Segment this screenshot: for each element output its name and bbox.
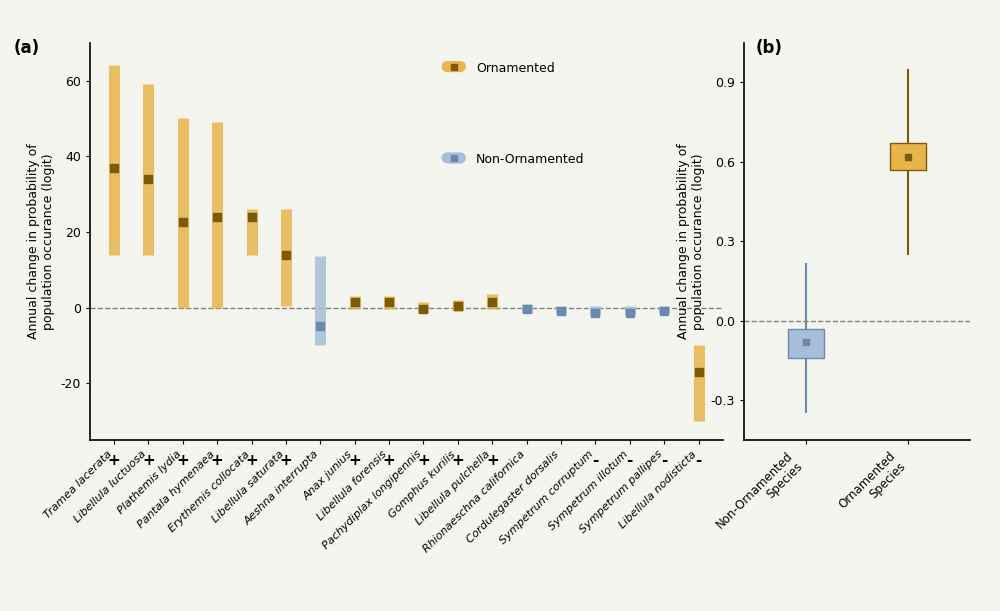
Y-axis label: Annual change in probability of
population occurance (logit): Annual change in probability of populati… [677,144,705,339]
FancyBboxPatch shape [890,144,926,170]
Text: Ornamented: Ornamented [476,62,555,75]
Text: +: + [348,453,361,468]
Y-axis label: Annual change in probability of
population occurance (logit): Annual change in probability of populati… [27,144,55,339]
Text: (b): (b) [755,38,782,57]
Text: -: - [695,453,702,468]
Text: +: + [108,453,120,468]
Text: +: + [211,453,224,468]
Text: +: + [451,453,464,468]
Text: +: + [280,453,292,468]
Text: +: + [245,453,258,468]
Text: (a): (a) [14,38,40,57]
Text: +: + [383,453,395,468]
FancyBboxPatch shape [788,329,824,358]
Text: Non-Ornamented: Non-Ornamented [476,153,584,166]
Text: +: + [417,453,430,468]
Text: +: + [486,453,499,468]
Text: -: - [592,453,599,468]
Text: -: - [627,453,633,468]
Text: -: - [661,453,667,468]
Text: +: + [176,453,189,468]
Text: +: + [142,453,155,468]
